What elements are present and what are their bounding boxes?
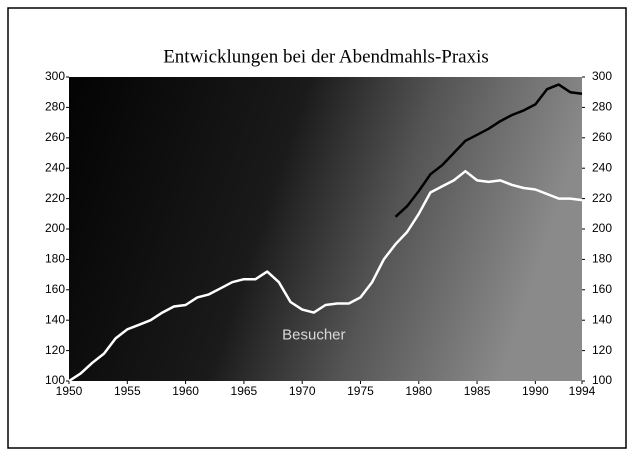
y-tick-label: 100 (45, 373, 65, 387)
y2-tick-label: 300 (592, 69, 612, 83)
y-tick-label: 300 (45, 69, 65, 83)
x-tick-label: 1994 (569, 384, 596, 398)
x-tick-label: 1990 (522, 384, 549, 398)
y2-tick-label: 140 (592, 312, 612, 326)
y2-tick-label: 120 (592, 343, 612, 357)
y-tick-label: 240 (45, 160, 65, 174)
y-tick-label: 180 (45, 252, 65, 266)
chart-title: Entwicklungen bei der Abendmahls-Praxis (163, 46, 489, 67)
y2-tick-label: 200 (592, 221, 612, 235)
y-tick-label: 280 (45, 100, 65, 114)
y2-tick-label: 160 (592, 282, 612, 296)
y2-tick-label: 280 (592, 100, 612, 114)
y-tick-label: 220 (45, 191, 65, 205)
data-line (68, 169, 583, 383)
y2-tick-label: 260 (592, 130, 612, 144)
y-tick-label: 120 (45, 343, 65, 357)
data-line (394, 83, 583, 218)
series-label: Besucher (282, 326, 345, 343)
frame (7, 7, 627, 449)
y-tick-label: 200 (45, 221, 65, 235)
x-tick-label: 1970 (289, 384, 316, 398)
y-tick-label: 160 (45, 282, 65, 296)
x-tick-label: 1985 (464, 384, 491, 398)
y2-tick-label: 220 (592, 191, 612, 205)
x-tick-label: 1965 (231, 384, 258, 398)
y2-tick-label: 100 (592, 373, 612, 387)
y-tick-label: 140 (45, 312, 65, 326)
x-tick-label: 1980 (405, 384, 432, 398)
y2-tick-label: 240 (592, 160, 612, 174)
y-tick-label: 260 (45, 130, 65, 144)
x-tick-label: 1960 (172, 384, 199, 398)
plot-area (69, 77, 582, 381)
x-tick-label: 1955 (114, 384, 141, 398)
x-tick-label: 1975 (347, 384, 374, 398)
y2-tick-label: 180 (592, 252, 612, 266)
x-tick-label: 1950 (56, 384, 83, 398)
